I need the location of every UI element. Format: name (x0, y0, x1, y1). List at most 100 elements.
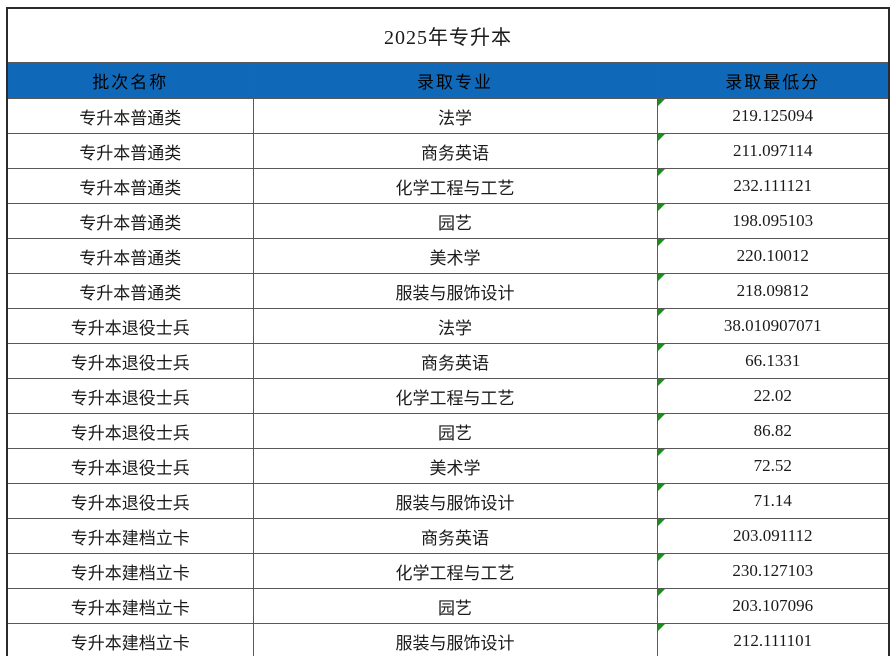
table-row: 专升本退役士兵 法学 38.010907071 (6, 308, 890, 344)
batch-name-cell: 专升本普通类 (6, 238, 254, 274)
table-row: 专升本建档立卡 商务英语 203.091112 (6, 518, 890, 554)
batch-name-cell-text: 专升本退役士兵 (70, 353, 190, 373)
admitted-major-cell-text: 法学 (438, 318, 472, 338)
admitted-major-cell: 服装与服饰设计 (252, 483, 658, 519)
green-corner-marker-icon (658, 169, 665, 176)
batch-name-cell-text: 专升本普通类 (79, 108, 182, 128)
table-title: 2025年专升本 (6, 7, 890, 63)
green-corner-marker-icon (658, 484, 665, 491)
table-row: 专升本普通类 商务英语 211.097114 (6, 133, 890, 169)
admitted-major-cell-text: 商务英语 (421, 143, 489, 163)
green-corner-marker-icon (658, 309, 665, 316)
admitted-major-cell-text: 化学工程与工艺 (395, 178, 515, 198)
table-row: 专升本退役士兵 美术学 72.52 (6, 448, 890, 484)
batch-name-cell-text: 专升本建档立卡 (70, 598, 190, 618)
admitted-major-cell: 法学 (252, 98, 658, 134)
batch-name-cell-text: 专升本普通类 (79, 178, 182, 198)
min-score-cell-text: 198.095103 (732, 211, 814, 230)
batch-name-cell: 专升本建档立卡 (6, 588, 254, 624)
min-score-cell-text: 232.111121 (733, 176, 813, 195)
batch-name-cell: 专升本退役士兵 (6, 448, 254, 484)
admitted-major-cell-text: 商务英语 (421, 528, 489, 548)
batch-name-cell: 专升本建档立卡 (6, 553, 254, 589)
green-corner-marker-icon (658, 519, 665, 526)
min-score-cell: 198.095103 (656, 203, 890, 239)
green-corner-marker-icon (658, 239, 665, 246)
min-score-cell-text: 72.52 (753, 456, 792, 475)
min-score-cell-text: 211.097114 (733, 141, 813, 160)
batch-name-cell: 专升本退役士兵 (6, 483, 254, 519)
admitted-major-cell-text: 园艺 (438, 598, 472, 618)
admitted-major-cell-text: 服装与服饰设计 (395, 283, 515, 303)
min-score-cell-text: 203.091112 (733, 526, 813, 545)
min-score-cell-text: 86.82 (753, 421, 792, 440)
batch-name-cell: 专升本退役士兵 (6, 378, 254, 414)
batch-name-cell-text: 专升本退役士兵 (70, 458, 190, 478)
min-score-cell: 86.82 (656, 413, 890, 449)
min-score-cell: 230.127103 (656, 553, 890, 589)
table-row: 专升本退役士兵 化学工程与工艺 22.02 (6, 378, 890, 414)
admitted-major-cell-text: 园艺 (438, 423, 472, 443)
table-row: 专升本建档立卡 服装与服饰设计 212.111101 (6, 623, 890, 656)
min-score-cell: 203.091112 (656, 518, 890, 554)
admitted-major-cell: 美术学 (252, 238, 658, 274)
green-corner-marker-icon (658, 554, 665, 561)
table-row: 专升本建档立卡 园艺 203.107096 (6, 588, 890, 624)
table-row: 专升本普通类 园艺 198.095103 (6, 203, 890, 239)
batch-name-cell: 专升本普通类 (6, 168, 254, 204)
admitted-major-cell-text: 服装与服饰设计 (395, 493, 515, 513)
green-corner-marker-icon (658, 589, 665, 596)
batch-name-cell-text: 专升本建档立卡 (70, 563, 190, 583)
green-corner-marker-icon (658, 344, 665, 351)
admitted-major-cell-text: 化学工程与工艺 (395, 388, 515, 408)
min-score-cell-text: 71.14 (753, 491, 792, 510)
min-score-cell-text: 22.02 (753, 386, 792, 405)
admitted-major-cell: 商务英语 (252, 518, 658, 554)
batch-name-cell: 专升本普通类 (6, 98, 254, 134)
green-corner-marker-icon (658, 99, 665, 106)
min-score-cell: 71.14 (656, 483, 890, 519)
green-corner-marker-icon (658, 414, 665, 421)
batch-name-cell: 专升本普通类 (6, 203, 254, 239)
admitted-major-cell: 商务英语 (252, 133, 658, 169)
admitted-major-cell: 园艺 (252, 588, 658, 624)
min-score-cell-text: 218.09812 (736, 281, 809, 300)
header-row: 批次名称 录取专业 录取最低分 (6, 62, 890, 99)
green-corner-marker-icon (658, 624, 665, 631)
min-score-cell: 22.02 (656, 378, 890, 414)
admitted-major-cell: 美术学 (252, 448, 658, 484)
admitted-major-cell: 商务英语 (252, 343, 658, 379)
batch-name-cell: 专升本普通类 (6, 273, 254, 309)
min-score-cell: 232.111121 (656, 168, 890, 204)
admitted-major-cell-text: 商务英语 (421, 353, 489, 373)
min-score-cell: 203.107096 (656, 588, 890, 624)
admitted-major-cell: 化学工程与工艺 (252, 168, 658, 204)
table-row: 专升本退役士兵 服装与服饰设计 71.14 (6, 483, 890, 519)
green-corner-marker-icon (658, 274, 665, 281)
batch-name-cell: 专升本退役士兵 (6, 413, 254, 449)
admitted-major-cell-text: 化学工程与工艺 (395, 563, 515, 583)
admitted-major-cell-text: 园艺 (438, 213, 472, 233)
min-score-cell: 211.097114 (656, 133, 890, 169)
batch-name-cell-text: 专升本退役士兵 (70, 423, 190, 443)
table-row: 专升本普通类 化学工程与工艺 232.111121 (6, 168, 890, 204)
title-row: 2025年专升本 (6, 7, 890, 63)
batch-name-cell-text: 专升本建档立卡 (70, 633, 190, 653)
admitted-major-cell-text: 服装与服饰设计 (395, 633, 515, 653)
admitted-major-cell: 法学 (252, 308, 658, 344)
batch-name-cell: 专升本退役士兵 (6, 343, 254, 379)
min-score-cell-text: 203.107096 (732, 596, 814, 615)
admission-table: 2025年专升本 批次名称 录取专业 录取最低分 专升本普通类 法学 219.125… (6, 7, 891, 656)
admitted-major-cell: 化学工程与工艺 (252, 553, 658, 589)
green-corner-marker-icon (658, 204, 665, 211)
min-score-cell-text: 66.1331 (745, 351, 801, 370)
green-corner-marker-icon (658, 379, 665, 386)
min-score-cell: 38.010907071 (656, 308, 890, 344)
batch-name-cell: 专升本建档立卡 (6, 518, 254, 554)
green-corner-marker-icon (658, 134, 665, 141)
column-header-batch-name: 批次名称 (6, 62, 254, 99)
table-row: 专升本普通类 服装与服饰设计 218.09812 (6, 273, 890, 309)
table-row: 专升本建档立卡 化学工程与工艺 230.127103 (6, 553, 890, 589)
admitted-major-cell: 化学工程与工艺 (252, 378, 658, 414)
batch-name-cell: 专升本建档立卡 (6, 623, 254, 656)
